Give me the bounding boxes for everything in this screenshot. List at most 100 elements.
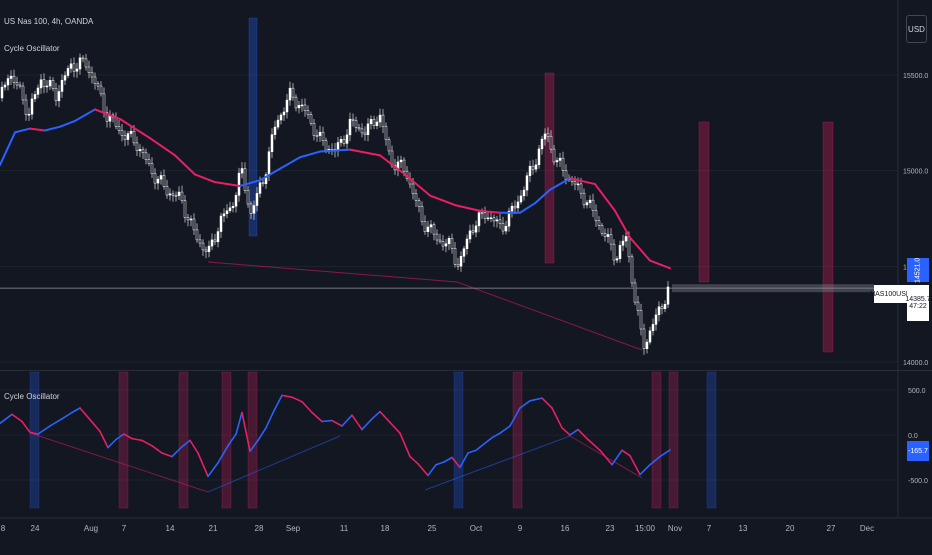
candle-body	[87, 66, 91, 74]
symbol-title: US Nas 100, 4h, OANDA	[4, 17, 94, 26]
candle-body	[459, 256, 463, 267]
candle-body	[48, 80, 52, 87]
pane-separator[interactable]	[0, 370, 932, 371]
oscillator-line-segment	[29, 431, 39, 435]
candle-body	[243, 168, 247, 191]
price-axis-tick: 15500.0	[903, 73, 928, 80]
oscillator-line-segment	[71, 407, 81, 414]
candle-body	[339, 139, 343, 143]
candle-body	[276, 119, 280, 128]
time-axis-tick: 28	[255, 524, 264, 533]
ma-line-segment	[74, 108, 96, 122]
candle-body	[540, 138, 544, 150]
oscillator-line-segment	[379, 410, 391, 424]
candle-body	[462, 248, 466, 257]
oscillator-line-segment	[141, 439, 153, 447]
time-axis-tick: 11	[340, 524, 349, 533]
candle-body	[504, 226, 508, 232]
candle-body	[159, 175, 163, 180]
candle-body	[603, 232, 607, 237]
candle-body	[585, 202, 589, 206]
ma-line-segment	[349, 148, 381, 157]
candle-body	[42, 79, 46, 88]
time-axis-tick: 14	[166, 524, 175, 533]
time-axis-tick: 9	[518, 524, 523, 533]
candle-body	[222, 213, 226, 217]
oscillator-line-segment	[509, 407, 521, 427]
candle-body	[501, 223, 505, 232]
oscillator-line-segment	[89, 418, 101, 433]
oscillator-line-segment	[123, 433, 133, 440]
candle-body	[549, 135, 553, 150]
oscillator-line-segment	[107, 438, 117, 449]
bar-countdown: 47:22	[909, 303, 927, 310]
candle-body	[36, 87, 40, 95]
candle-body	[6, 78, 10, 86]
candle-body	[249, 203, 253, 214]
candle-body	[612, 243, 616, 261]
candle-body	[366, 123, 370, 136]
candle-body	[519, 195, 523, 203]
candle-body	[528, 165, 532, 176]
osc-cycle-band	[178, 371, 189, 509]
oscillator-line-segment	[21, 420, 31, 434]
candle-body	[168, 193, 172, 196]
candle-body	[204, 249, 208, 252]
candle-body	[438, 239, 442, 242]
candle-body	[240, 168, 244, 174]
candle-body	[102, 93, 106, 113]
candle-body	[129, 130, 133, 134]
ma-line-segment	[149, 137, 176, 157]
oscillator-line-segment	[561, 426, 571, 436]
ma-line-segment	[259, 167, 281, 182]
candle-body	[156, 178, 160, 184]
ma-line-segment	[239, 179, 261, 187]
candle-body	[126, 133, 130, 140]
candle-body	[15, 82, 19, 86]
oscillator-line-segment	[331, 419, 343, 427]
candle-body	[522, 189, 526, 197]
candle-body	[627, 236, 631, 258]
candle-body	[606, 234, 610, 237]
candle-body	[201, 242, 205, 251]
candle-body	[363, 132, 367, 136]
osc-axis-tick: 0.0	[908, 433, 918, 440]
ma-line-segment	[94, 108, 121, 121]
oscillator-line-segment	[181, 439, 191, 448]
time-axis-tick: 8	[1, 524, 6, 533]
candle-body	[0, 86, 4, 99]
ma-line-segment	[534, 188, 551, 205]
candle-body	[489, 217, 493, 219]
ma-value-tag: 14521.0	[907, 257, 929, 283]
candle-body	[294, 96, 298, 109]
ma-line-segment	[614, 209, 631, 239]
time-axis-tick: 13	[739, 524, 748, 533]
candle-body	[618, 245, 622, 259]
candle-body	[138, 149, 142, 151]
currency-button[interactable]: USD	[906, 15, 927, 43]
ma-line-segment	[454, 204, 481, 212]
oscillator-line-segment	[459, 452, 469, 469]
oscillator-line-segment	[451, 456, 461, 469]
candle-body	[303, 104, 307, 111]
oscillator-line-segment	[11, 413, 23, 423]
candle-body	[354, 120, 358, 128]
candle-body	[621, 240, 625, 246]
osc-cycle-band	[247, 371, 258, 509]
candle-body	[306, 110, 310, 115]
candle-body	[12, 75, 16, 83]
candle-body	[3, 84, 7, 88]
candle-body	[630, 256, 634, 284]
candle-body	[537, 148, 541, 166]
candle-body	[141, 149, 145, 154]
oscillator-line-segment	[649, 455, 661, 466]
candle-body	[171, 193, 175, 196]
oscillator-line-segment	[197, 452, 209, 478]
oscillator-line-segment	[341, 414, 353, 427]
ma-line-segment	[379, 154, 406, 176]
time-axis-tick: 20	[786, 524, 795, 533]
oscillator-line-segment	[499, 425, 511, 435]
candle-body	[543, 133, 547, 140]
osc-divergence-line	[29, 432, 209, 493]
